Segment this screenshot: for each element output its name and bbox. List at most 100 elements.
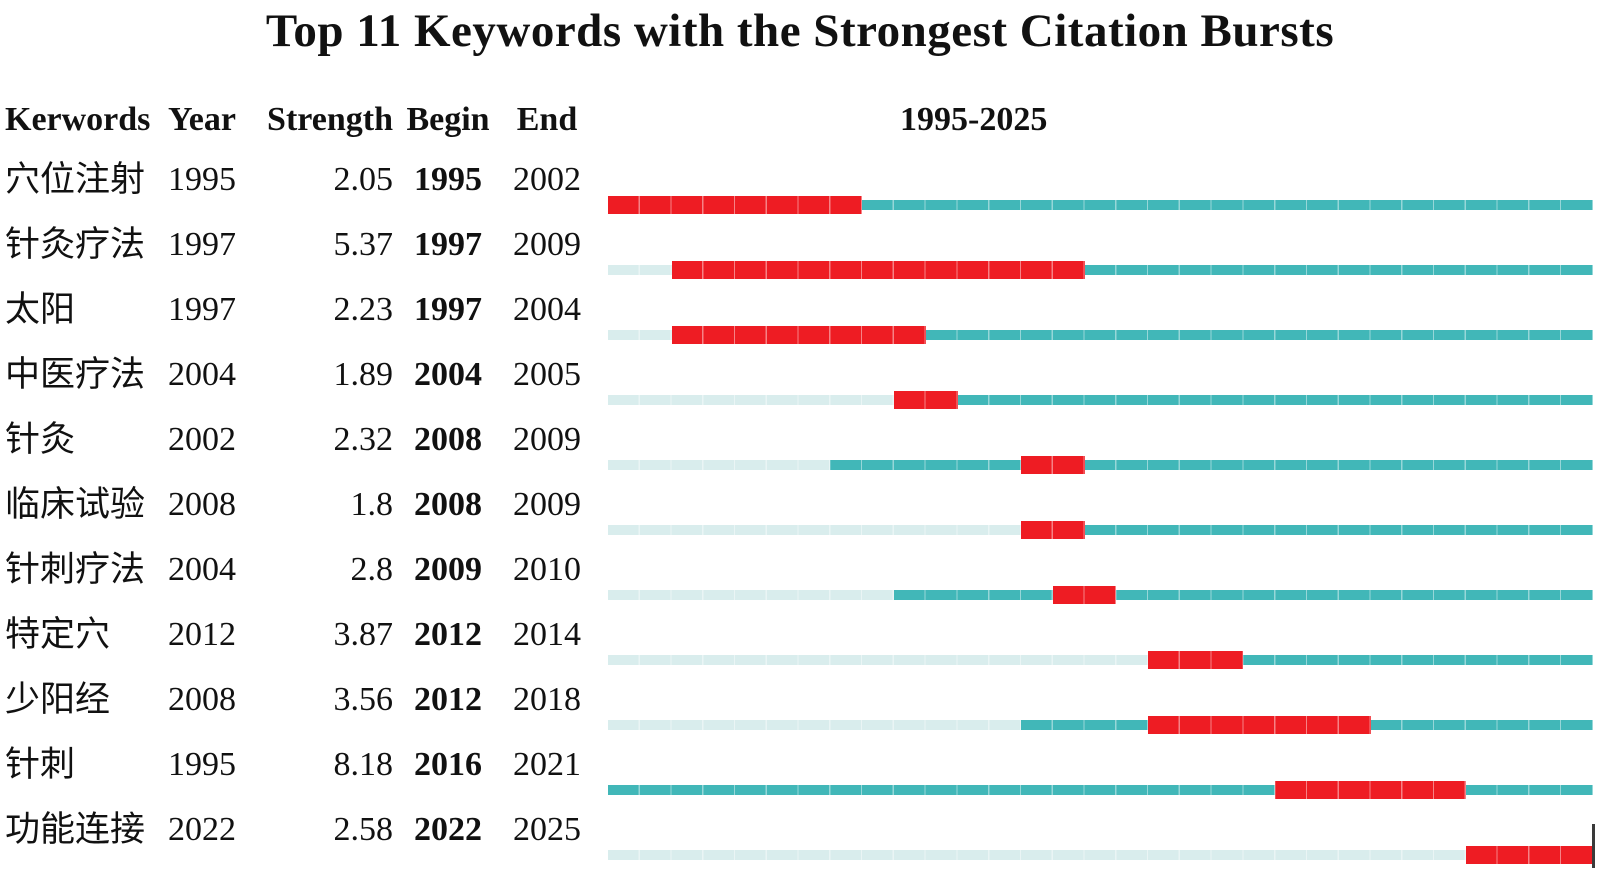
begin-cell: 2004 — [414, 356, 482, 393]
begin-cell: 2012 — [414, 681, 482, 718]
burst-segment — [1021, 521, 1085, 539]
chart-title: Top 11 Keywords with the Strongest Citat… — [265, 5, 1335, 57]
begin-cell: 2009 — [414, 551, 482, 588]
strength-cell: 2.05 — [333, 161, 394, 198]
active-segment — [1084, 460, 1593, 470]
table-row: 针灸疗法 1997 5.37 1997 2009 — [0, 217, 1600, 282]
burst-timeline-bar — [608, 586, 1593, 604]
begin-cell: 2008 — [414, 486, 482, 523]
table-row: 太阳 1997 2.23 1997 2004 — [0, 282, 1600, 347]
end-cell: 2021 — [513, 746, 581, 783]
keyword-cell: 针刺疗法 — [5, 550, 146, 589]
timeline-range-label: 1995-2025 — [900, 101, 1048, 138]
active-segment — [957, 395, 1593, 405]
burst-timeline-bar — [608, 651, 1593, 669]
strength-cell: 1.8 — [350, 486, 394, 523]
burst-segment — [608, 196, 863, 214]
strength-cell: 2.32 — [333, 421, 394, 458]
burst-timeline-bar — [608, 716, 1593, 734]
end-cell: 2018 — [513, 681, 581, 718]
burst-segment — [1148, 651, 1244, 669]
keyword-cell: 功能连接 — [5, 810, 146, 849]
active-segment — [1084, 265, 1593, 275]
end-cell: 2002 — [513, 161, 581, 198]
end-cell: 2005 — [513, 356, 581, 393]
year-cell: 2002 — [168, 421, 236, 458]
keyword-cell: 穴位注射 — [5, 160, 146, 199]
burst-timeline-bar — [608, 456, 1593, 474]
active-segment — [893, 590, 1053, 600]
begin-cell: 1995 — [414, 161, 482, 198]
column-header-strength: Strength — [267, 101, 393, 138]
end-cell: 2010 — [513, 551, 581, 588]
strength-cell: 2.58 — [333, 811, 394, 848]
active-segment — [1370, 720, 1593, 730]
inactive-segment — [608, 395, 894, 405]
table-row: 特定穴 2012 3.87 2012 2014 — [0, 607, 1600, 672]
table-row: 针刺疗法 2004 2.8 2009 2010 — [0, 542, 1600, 607]
begin-cell: 2016 — [414, 746, 482, 783]
year-cell: 1995 — [168, 746, 236, 783]
year-cell: 2004 — [168, 356, 236, 393]
burst-timeline-bar — [608, 391, 1593, 409]
year-cell: 2012 — [168, 616, 236, 653]
strength-cell: 3.87 — [333, 616, 394, 653]
burst-segment — [1275, 781, 1466, 799]
keyword-cell: 针刺 — [5, 745, 76, 784]
inactive-segment — [608, 590, 894, 600]
table-header: Kerwords Year Strength Begin End 1995-20… — [0, 96, 1600, 144]
active-segment — [1243, 655, 1593, 665]
active-segment — [608, 785, 1276, 795]
column-header-end: End — [516, 101, 578, 138]
rows-container: 穴位注射 1995 2.05 1995 2002 针灸疗法 1997 5.37 1997 2009… — [0, 152, 1600, 880]
burst-timeline-bar — [608, 781, 1593, 799]
column-header-begin: Begin — [406, 101, 490, 138]
table-row: 功能连接 2022 2.58 2022 2025 — [0, 802, 1600, 867]
begin-cell: 2022 — [414, 811, 482, 848]
strength-cell: 2.8 — [350, 551, 394, 588]
burst-timeline-bar — [608, 326, 1593, 344]
strength-cell: 1.89 — [333, 356, 394, 393]
year-cell: 1995 — [168, 161, 236, 198]
year-cell: 2004 — [168, 551, 236, 588]
active-segment — [925, 330, 1593, 340]
burst-segment — [671, 326, 926, 344]
inactive-segment — [608, 265, 672, 275]
burst-segment — [1021, 456, 1085, 474]
burst-timeline-bar — [608, 261, 1593, 279]
end-cell: 2009 — [513, 486, 581, 523]
strength-cell: 8.18 — [333, 746, 394, 783]
active-segment — [830, 460, 1022, 470]
table-row: 针灸 2002 2.32 2008 2009 — [0, 412, 1600, 477]
active-segment — [1116, 590, 1593, 600]
year-cell: 2008 — [168, 486, 236, 523]
inactive-segment — [608, 720, 1022, 730]
keyword-cell: 临床试验 — [5, 485, 146, 524]
active-segment — [1084, 525, 1593, 535]
keyword-cell: 针灸疗法 — [5, 225, 146, 264]
inactive-segment — [608, 460, 831, 470]
burst-segment — [1465, 846, 1593, 864]
active-segment — [862, 200, 1593, 210]
right-edge-marker — [1592, 824, 1595, 868]
keyword-cell: 少阳经 — [5, 680, 111, 719]
end-cell: 2025 — [513, 811, 581, 848]
end-cell: 2009 — [513, 226, 581, 263]
column-header-keywords: Kerwords — [5, 101, 151, 138]
table-row: 中医疗法 2004 1.89 2004 2005 — [0, 347, 1600, 412]
keyword-cell: 中医疗法 — [5, 355, 146, 394]
active-segment — [1021, 720, 1149, 730]
table-row: 穴位注射 1995 2.05 1995 2002 — [0, 152, 1600, 217]
inactive-segment — [608, 850, 1466, 860]
burst-timeline-bar — [608, 521, 1593, 539]
burst-timeline-bar — [608, 846, 1593, 864]
year-cell: 2022 — [168, 811, 236, 848]
active-segment — [1465, 785, 1593, 795]
table-row: 针刺 1995 8.18 2016 2021 — [0, 737, 1600, 802]
strength-cell: 3.56 — [333, 681, 394, 718]
inactive-segment — [608, 525, 1022, 535]
begin-cell: 1997 — [414, 291, 482, 328]
inactive-segment — [608, 655, 1149, 665]
begin-cell: 2008 — [414, 421, 482, 458]
year-cell: 2008 — [168, 681, 236, 718]
